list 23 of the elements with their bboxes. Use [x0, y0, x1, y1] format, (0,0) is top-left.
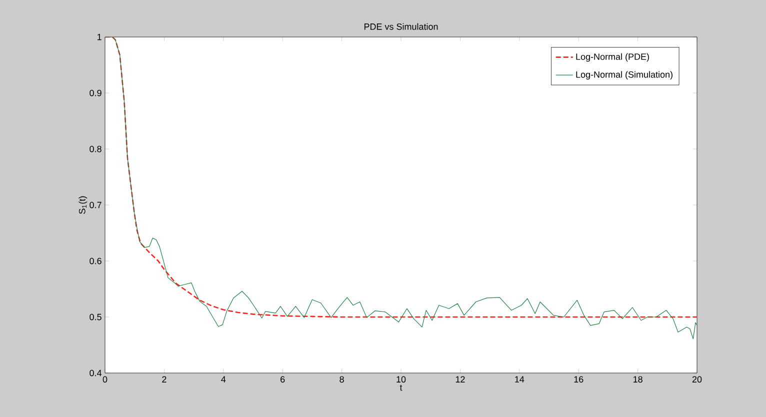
y-axis-title: S$_{1}$(t) — [78, 196, 88, 214]
x-tick-label: 2 — [162, 376, 166, 382]
x-axis-title: t — [400, 384, 402, 391]
y-tick-label: 1 — [97, 34, 102, 40]
x-tick-label: 10 — [396, 376, 406, 383]
x-tick-label: 20 — [692, 376, 702, 383]
y-tick-label: 0.4 — [90, 370, 102, 376]
x-tick-label: 16 — [574, 376, 584, 383]
x-tick-label: 6 — [280, 376, 285, 383]
x-tick-label: 12 — [456, 376, 465, 382]
y-tick-label: 0.5 — [90, 314, 102, 320]
legend-label: Log-Normal (PDE) — [576, 53, 649, 62]
y-tick-label: 0.9 — [90, 90, 102, 96]
chart-title: PDE vs Simulation — [364, 23, 438, 30]
x-tick-label: 4 — [221, 376, 226, 382]
x-tick-label: 14 — [515, 376, 524, 382]
x-tick-label: 8 — [340, 376, 344, 383]
x-tick-label: 0 — [102, 376, 108, 383]
y-tick-label: 0.8 — [90, 146, 102, 152]
y-tick-label: 0.7 — [90, 202, 102, 208]
x-tick-label: 18 — [633, 376, 642, 383]
y-tick-label: 0.6 — [90, 258, 102, 264]
legend-label: Log-Normal (Simulation) — [576, 71, 672, 80]
